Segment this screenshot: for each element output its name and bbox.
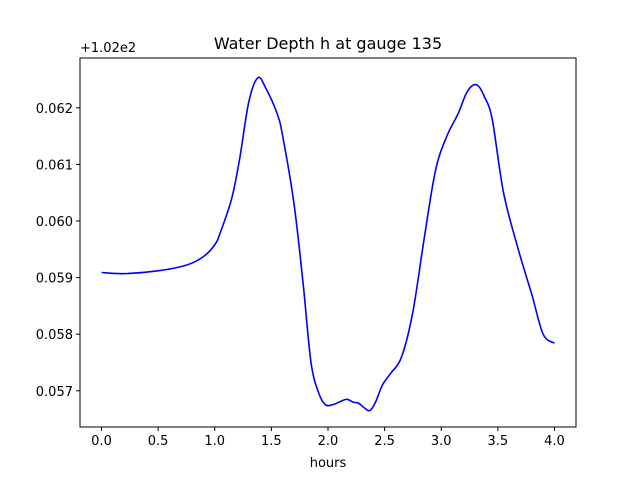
y-tick-label: 0.058 xyxy=(36,328,73,343)
x-tick-label: 2.5 xyxy=(374,434,395,449)
plot-area: 0.0 0.5 1.0 1.5 2.0 2.5 3.0 3.5 4.0 0.057 0.058 0.0… xyxy=(36,57,577,449)
y-offset-label: +1.02e2 xyxy=(80,41,136,56)
x-tick-label: 1.0 xyxy=(204,434,225,449)
x-tick-label: 2.0 xyxy=(318,434,339,449)
chart-title: Water Depth h at gauge 135 xyxy=(214,34,442,53)
y-tick-label: 0.060 xyxy=(36,215,73,230)
x-tick-label: 3.5 xyxy=(488,434,509,449)
y-tick-label: 0.057 xyxy=(36,385,73,400)
x-tick-label: 4.0 xyxy=(544,434,565,449)
y-tick-label: 0.062 xyxy=(36,102,73,117)
x-tick-label: 0.5 xyxy=(148,434,169,449)
y-tick-label: 0.059 xyxy=(36,272,73,287)
x-axis-label: hours xyxy=(310,456,347,471)
x-tick-label: 3.0 xyxy=(431,434,452,449)
x-tick-label: 1.5 xyxy=(261,434,282,449)
y-tick-label: 0.061 xyxy=(36,158,73,173)
series-line xyxy=(101,76,555,412)
x-tick-label: 0.0 xyxy=(91,434,112,449)
